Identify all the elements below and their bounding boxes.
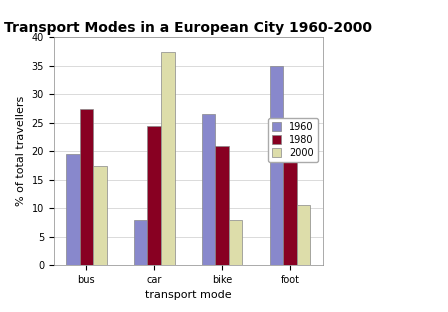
Legend: 1960, 1980, 2000: 1960, 1980, 2000 (268, 118, 318, 162)
Bar (66, 154, 80, 265)
Bar (93, 166, 107, 265)
X-axis label: transport mode: transport mode (145, 290, 232, 300)
Bar (215, 146, 229, 265)
Bar (80, 109, 93, 265)
Bar (202, 114, 215, 265)
Title: Transport Modes in a European City 1960-2000: Transport Modes in a European City 1960-… (4, 21, 372, 35)
Bar (270, 66, 283, 265)
Bar (147, 126, 161, 265)
Bar (229, 220, 242, 265)
Bar (161, 52, 175, 265)
Bar (134, 220, 147, 265)
Y-axis label: % of total travellers: % of total travellers (16, 96, 26, 207)
Bar (297, 205, 310, 265)
Bar (283, 160, 297, 265)
